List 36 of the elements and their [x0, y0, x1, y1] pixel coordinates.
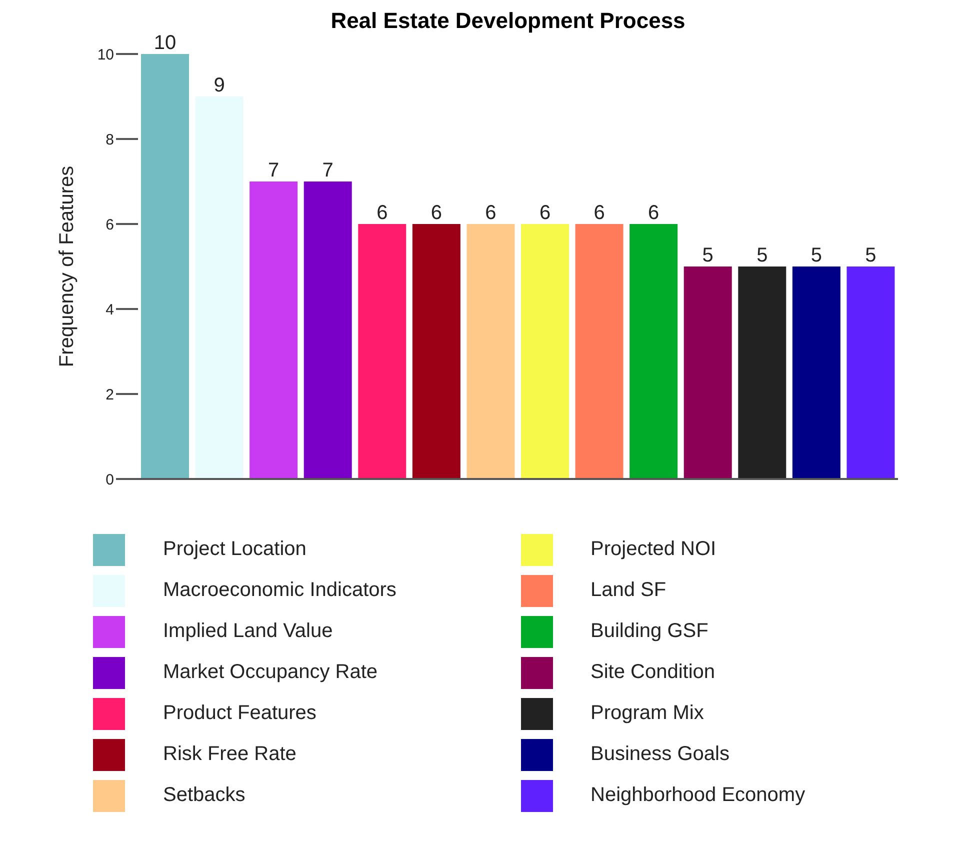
legend-label: Site Condition [590, 661, 716, 684]
legend-label: Business Goals [590, 743, 730, 766]
legend-label: Land SF [590, 579, 666, 602]
data-label: 6 [430, 202, 442, 224]
data-label: 6 [485, 202, 496, 224]
y-tick-label: 2 [106, 386, 114, 404]
data-label: 6 [648, 202, 660, 224]
y-tick-label: 6 [106, 216, 114, 234]
data-label: 5 [865, 244, 876, 266]
data-label: 7 [322, 160, 334, 182]
legend-label: Neighborhood Economy [590, 784, 806, 807]
y-tick-label: 10 [97, 46, 114, 64]
legend-label: Risk Free Rate [163, 743, 296, 766]
legend-label: Implied Land Value [163, 620, 333, 643]
y-tick-label: 0 [106, 471, 114, 488]
data-label: 5 [756, 244, 768, 266]
data-label: 6 [539, 202, 551, 224]
data-label: 10 [154, 32, 176, 54]
legend-label: Projected NOI [590, 538, 716, 561]
data-label: 5 [810, 244, 822, 266]
y-tick-label: 4 [106, 301, 114, 318]
y-axis-title: Frequency of Features [56, 166, 78, 368]
data-label: 6 [376, 202, 388, 224]
data-label: 5 [702, 244, 714, 266]
data-label: 7 [268, 160, 280, 182]
legend-label: Project Location [163, 538, 306, 561]
data-label: 9 [214, 74, 225, 96]
data-label: 6 [594, 202, 605, 224]
legend-label: Program Mix [590, 702, 704, 725]
legend-label: Setbacks [163, 784, 246, 807]
y-tick-label: 8 [106, 131, 114, 148]
legend-label: Macroeconomic Indicators [163, 579, 396, 602]
legend-label: Market Occupancy Rate [163, 661, 378, 684]
legend-label: Building GSF [590, 620, 708, 643]
legend-label: Product Features [163, 702, 316, 725]
chart-title: Real Estate Development Process [330, 8, 686, 33]
